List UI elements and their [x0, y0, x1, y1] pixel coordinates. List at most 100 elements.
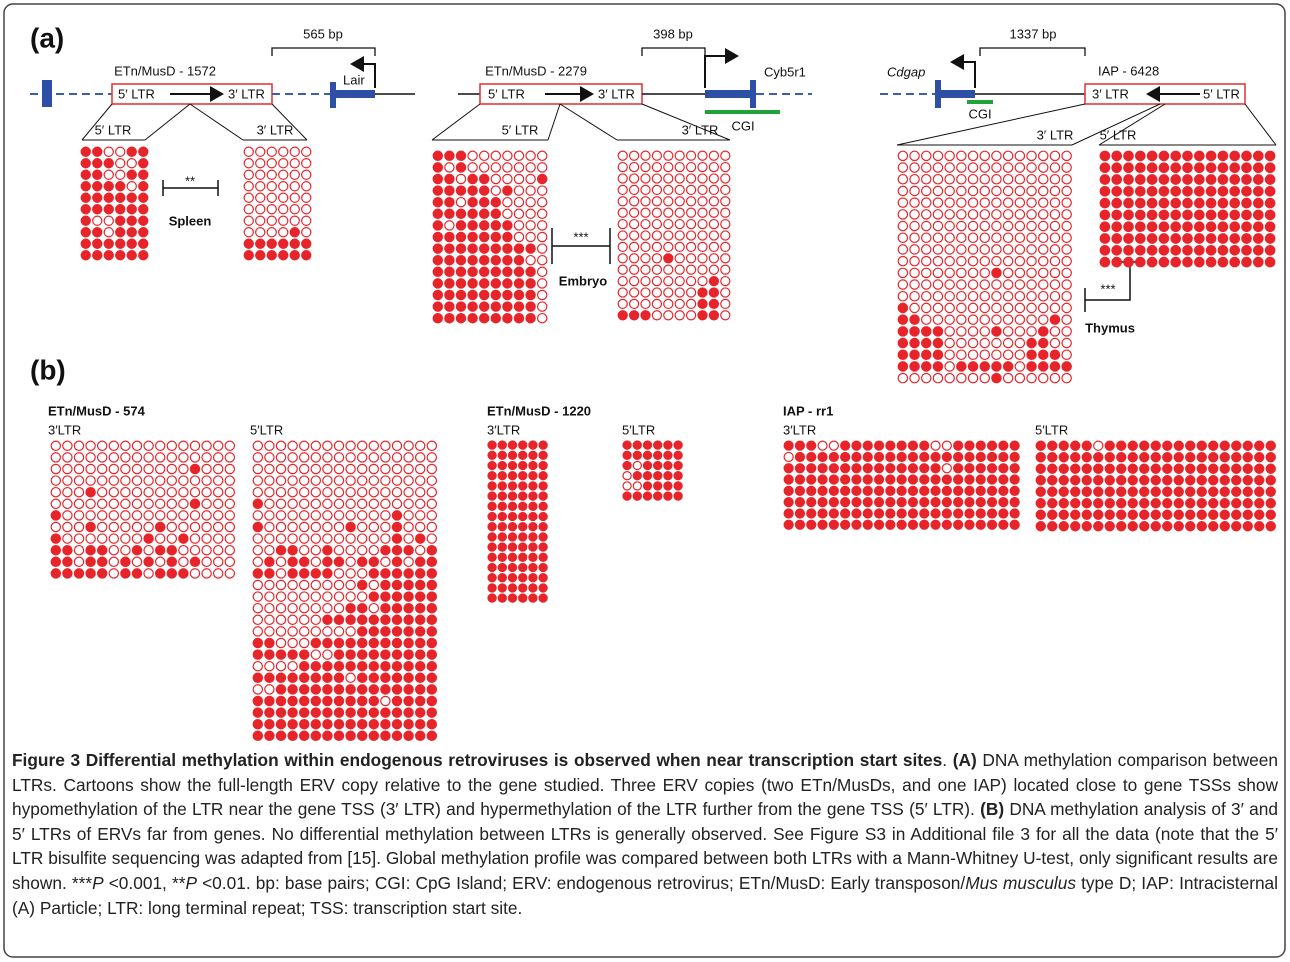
- methylated-cpg: [298, 695, 310, 707]
- methylated-cpg: [507, 450, 518, 460]
- methylated-cpg: [518, 440, 528, 450]
- unmethylated-cpg: [617, 218, 628, 230]
- methylated-cpg: [380, 707, 391, 718]
- unmethylated-cpg: [252, 579, 264, 591]
- unmethylated-cpg: [252, 544, 264, 556]
- unmethylated-cpg: [628, 287, 640, 298]
- significance: **: [185, 173, 195, 188]
- methylated-cpg: [907, 519, 919, 530]
- methylated-cpg: [403, 660, 414, 672]
- unmethylated-cpg: [120, 463, 131, 475]
- methylated-cpg: [953, 440, 964, 451]
- methylated-cpg: [1217, 209, 1229, 221]
- unmethylated-cpg: [685, 275, 697, 287]
- methylated-cpg: [1116, 452, 1127, 463]
- unmethylated-cpg: [380, 695, 391, 707]
- methylated-cpg: [391, 533, 403, 544]
- methylated-cpg: [528, 522, 538, 532]
- methylated-cpg: [1123, 174, 1134, 185]
- unmethylated-cpg: [1037, 185, 1049, 197]
- methylated-cpg: [1150, 452, 1161, 463]
- methylated-cpg: [414, 626, 426, 637]
- methylated-cpg: [783, 508, 794, 519]
- unmethylated-cpg: [278, 146, 289, 157]
- unmethylated-cpg: [1061, 255, 1072, 267]
- unmethylated-cpg: [178, 440, 189, 452]
- methylated-cpg: [896, 451, 907, 463]
- gene-label: Cyb5r1: [764, 64, 806, 79]
- unmethylated-cpg: [275, 614, 287, 626]
- methylated-cpg: [380, 626, 391, 637]
- methylated-cpg: [264, 695, 275, 707]
- methylated-cpg: [1196, 475, 1207, 486]
- methylated-cpg: [478, 243, 490, 254]
- methylated-cpg: [507, 491, 518, 501]
- methylated-cpg: [264, 637, 275, 649]
- methylated-cpg: [275, 544, 287, 556]
- methylated-cpg: [1208, 486, 1219, 497]
- unmethylated-cpg: [414, 486, 426, 498]
- significance: ***: [573, 229, 588, 244]
- unmethylated-cpg: [108, 498, 120, 510]
- unmethylated-cpg: [103, 169, 114, 180]
- methylated-cpg: [507, 552, 518, 562]
- unmethylated-cpg: [944, 326, 955, 337]
- methylated-cpg: [1185, 509, 1196, 520]
- caption-text: <0.001, **: [103, 872, 186, 893]
- unmethylated-cpg: [663, 298, 674, 310]
- element-title: IAP - rr1: [783, 403, 833, 418]
- ltr-label: 5′ LTR: [118, 86, 155, 101]
- methylated-cpg: [1182, 209, 1193, 221]
- methylated-cpg: [1099, 185, 1111, 197]
- unmethylated-cpg: [73, 452, 85, 463]
- unmethylated-cpg: [403, 533, 414, 544]
- unmethylated-cpg: [909, 244, 920, 255]
- methylated-cpg: [828, 497, 839, 508]
- methylated-cpg: [322, 637, 333, 649]
- unmethylated-cpg: [62, 533, 73, 544]
- unmethylated-cpg: [131, 475, 143, 486]
- methylated-cpg: [298, 568, 310, 579]
- methylated-cpg: [998, 519, 1009, 530]
- methylated-cpg: [975, 485, 986, 496]
- methylated-cpg: [885, 497, 896, 508]
- methylated-cpg: [1252, 221, 1264, 233]
- unmethylated-cpg: [708, 241, 720, 253]
- unmethylated-cpg: [178, 452, 189, 463]
- unmethylated-cpg: [617, 150, 628, 161]
- methylated-cpg: [1099, 174, 1111, 185]
- unmethylated-cpg: [154, 498, 166, 510]
- unmethylated-cpg: [944, 220, 955, 232]
- methylated-cpg: [840, 451, 851, 463]
- methylated-cpg: [391, 730, 403, 742]
- methylated-cpg: [896, 474, 907, 485]
- methylated-cpg: [414, 718, 426, 730]
- unmethylated-cpg: [403, 498, 414, 510]
- unmethylated-cpg: [301, 192, 312, 203]
- methylated-cpg: [885, 451, 896, 463]
- unmethylated-cpg: [120, 440, 131, 452]
- unmethylated-cpg: [154, 463, 166, 475]
- unmethylated-cpg: [967, 220, 979, 232]
- methylated-cpg: [1134, 256, 1146, 268]
- methylated-cpg: [817, 519, 828, 530]
- methylated-cpg: [1241, 150, 1252, 162]
- methylated-cpg: [1241, 209, 1252, 221]
- unmethylated-cpg: [62, 475, 73, 486]
- methylated-cpg: [1035, 440, 1046, 451]
- caption-text: DNA methylation comparison between LTRs.…: [12, 750, 1279, 820]
- methylated-cpg: [919, 497, 930, 508]
- unmethylated-cpg: [345, 591, 356, 602]
- unmethylated-cpg: [345, 486, 356, 498]
- unmethylated-cpg: [108, 510, 120, 521]
- methylated-cpg: [528, 532, 538, 542]
- methylated-cpg: [391, 591, 403, 602]
- methylated-cpg: [154, 568, 166, 579]
- methylated-cpg: [1111, 256, 1123, 268]
- methylated-cpg: [817, 463, 828, 474]
- unmethylated-cpg: [345, 544, 356, 556]
- methylated-cpg: [432, 196, 444, 208]
- methylated-cpg: [1182, 233, 1193, 244]
- methylated-cpg: [380, 730, 391, 742]
- methylated-cpg: [497, 593, 507, 603]
